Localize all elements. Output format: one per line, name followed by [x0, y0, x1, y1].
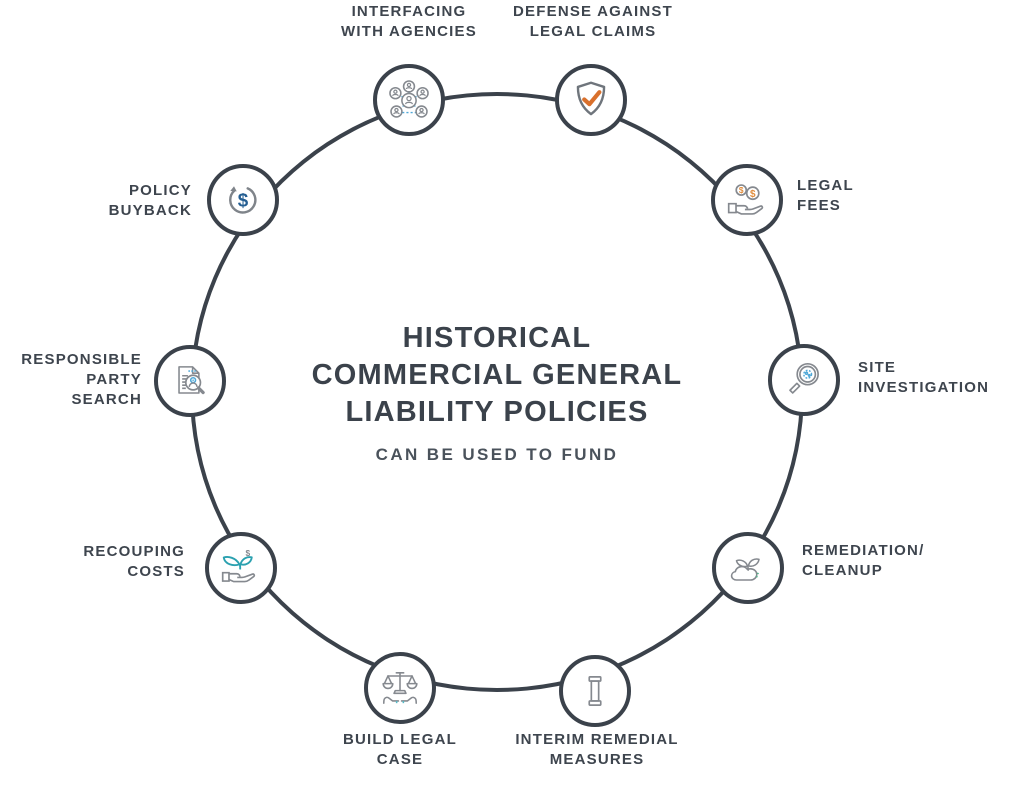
node-defense-against-legal-claims	[555, 64, 627, 136]
node-interim-remedial-measures	[559, 655, 631, 727]
node-label-build-legal-case: BUILD LEGAL CASE	[300, 730, 500, 770]
shield-check-icon	[568, 77, 614, 123]
label-line: WITH AGENCIES	[341, 23, 477, 40]
label-line: MEASURES	[549, 751, 645, 768]
magnifier-germ-icon	[781, 357, 827, 403]
label-line: FEES	[797, 197, 841, 214]
node-label-remediation-cleanup: REMEDIATION/ CLEANUP	[802, 541, 982, 581]
node-recouping-costs: $	[205, 532, 277, 604]
node-label-legal-fees: LEGAL FEES	[797, 176, 947, 216]
label-line: LEGAL CLAIMS	[529, 23, 657, 40]
hand-sprout-dollar-icon: $	[218, 545, 264, 591]
node-label-defense-against-legal-claims: DEFENSE AGAINST LEGAL CLAIMS	[483, 2, 703, 42]
center-title-block: HISTORICAL COMMERCIAL GENERAL LIABILITY …	[197, 320, 797, 465]
title-line: HISTORICAL	[402, 322, 592, 354]
label-line: POLICY	[128, 182, 192, 199]
label-line: DEFENSE AGAINST	[513, 3, 673, 20]
label-line: CASE	[376, 751, 424, 768]
node-build-legal-case	[364, 652, 436, 724]
node-label-recouping-costs: RECOUPING COSTS	[25, 542, 185, 582]
svg-text:$: $	[739, 185, 744, 195]
document-search-icon	[167, 358, 213, 404]
svg-text:$: $	[238, 190, 249, 211]
label-line: SEARCH	[71, 391, 142, 408]
svg-text:$: $	[245, 548, 250, 558]
label-line: INVESTIGATION	[858, 379, 990, 396]
node-remediation-cleanup	[712, 532, 784, 604]
node-label-policy-buyback: POLICY BUYBACK	[32, 181, 192, 221]
label-line: CLEANUP	[802, 562, 883, 579]
scales-hands-icon	[377, 665, 423, 711]
title-line: LIABILITY POLICIES	[345, 396, 649, 428]
pipe-icon	[572, 668, 618, 714]
label-line: RESPONSIBLE	[21, 351, 142, 368]
sprout-mound-icon	[725, 545, 771, 591]
hand-coins-icon: $ $	[724, 177, 770, 223]
dollar-refresh-icon: $	[220, 177, 266, 223]
label-line: BUILD LEGAL	[342, 731, 458, 748]
people-network-icon	[386, 77, 432, 123]
page-subtitle: CAN BE USED TO FUND	[375, 445, 619, 464]
label-line: INTERIM REMEDIAL	[515, 731, 679, 748]
node-label-interim-remedial-measures: INTERIM REMEDIAL MEASURES	[477, 730, 717, 770]
node-responsible-party-search	[154, 345, 226, 417]
label-line: RECOUPING	[83, 543, 185, 560]
label-line: REMEDIATION/	[802, 542, 925, 559]
node-label-interfacing-with-agencies: INTERFACING WITH AGENCIES	[299, 2, 519, 42]
page-title: HISTORICAL COMMERCIAL GENERAL LIABILITY …	[197, 320, 797, 431]
svg-text:$: $	[750, 189, 756, 200]
node-site-investigation	[768, 344, 840, 416]
node-legal-fees: $ $	[711, 164, 783, 236]
title-line: COMMERCIAL GENERAL	[311, 359, 683, 391]
label-line: BUYBACK	[108, 202, 192, 219]
node-policy-buyback: $	[207, 164, 279, 236]
label-line: COSTS	[127, 563, 185, 580]
node-label-site-investigation: SITE INVESTIGATION	[858, 358, 1018, 398]
node-interfacing-with-agencies	[373, 64, 445, 136]
node-label-responsible-party-search: RESPONSIBLE PARTY SEARCH	[0, 350, 142, 410]
label-line: INTERFACING	[351, 3, 467, 20]
label-line: PARTY	[86, 371, 142, 388]
label-line: SITE	[858, 359, 897, 376]
label-line: LEGAL	[797, 177, 854, 194]
